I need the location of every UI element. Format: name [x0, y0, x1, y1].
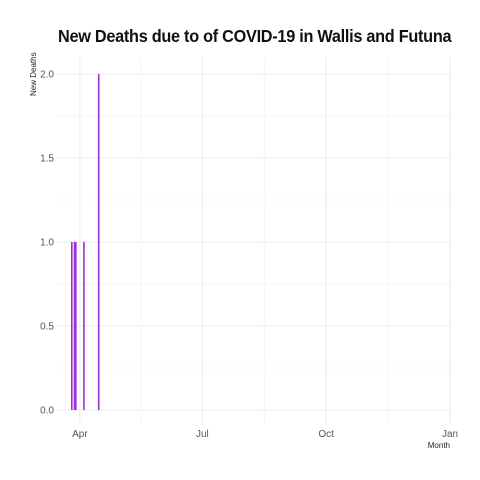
x-tick-label: Jan [442, 429, 458, 440]
x-tick-label: Jul [196, 429, 209, 440]
x-axis-ticks: Apr Jul Oct Jan [72, 429, 458, 440]
x-tick-label: Oct [318, 429, 334, 440]
x-axis-title: Month [428, 441, 450, 450]
y-tick-label: 2.0 [40, 70, 54, 81]
y-tick-label: 1.0 [40, 238, 54, 249]
y-axis-ticks: 0.0 0.5 1.0 1.5 2.0 [40, 70, 54, 417]
y-axis-title: New Deaths [29, 52, 38, 96]
bar [97, 74, 100, 410]
bar-series [71, 74, 100, 410]
y-tick-label: 0.5 [40, 322, 54, 333]
chart-title: New Deaths due to of COVID-19 in Wallis … [58, 26, 452, 46]
y-tick-label: 1.5 [40, 154, 54, 165]
y-tick-label: 0.0 [40, 406, 54, 417]
bar [83, 242, 85, 410]
bar [73, 242, 76, 410]
x-tick-label: Apr [72, 429, 88, 440]
bar [71, 242, 73, 410]
bar [75, 242, 77, 410]
grid-lines [57, 57, 451, 425]
